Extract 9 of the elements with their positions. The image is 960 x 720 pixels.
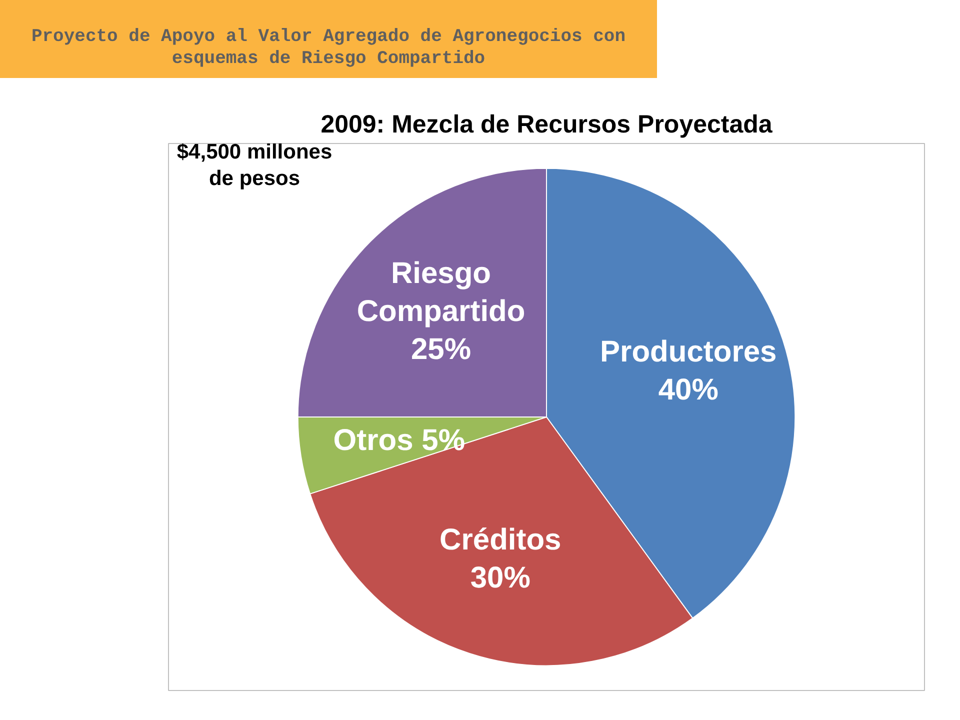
data-label: 25% xyxy=(410,332,472,366)
data-label: 40% xyxy=(658,373,718,406)
slice-label: Productores xyxy=(600,335,777,368)
slice-label: Otros 5% xyxy=(333,424,466,457)
slice-label: Riesgo Compartido xyxy=(356,257,526,328)
chart-title: 2009: Mezcla de Recursos Proyectada xyxy=(320,110,774,138)
text: Proyecto de Apoyo al Valor Agregado de Agronegocios con esquemas de Riesgo Compartido xyxy=(0,0,657,78)
slice-label: Créditos xyxy=(440,523,562,556)
data-label: 30% xyxy=(470,561,530,594)
